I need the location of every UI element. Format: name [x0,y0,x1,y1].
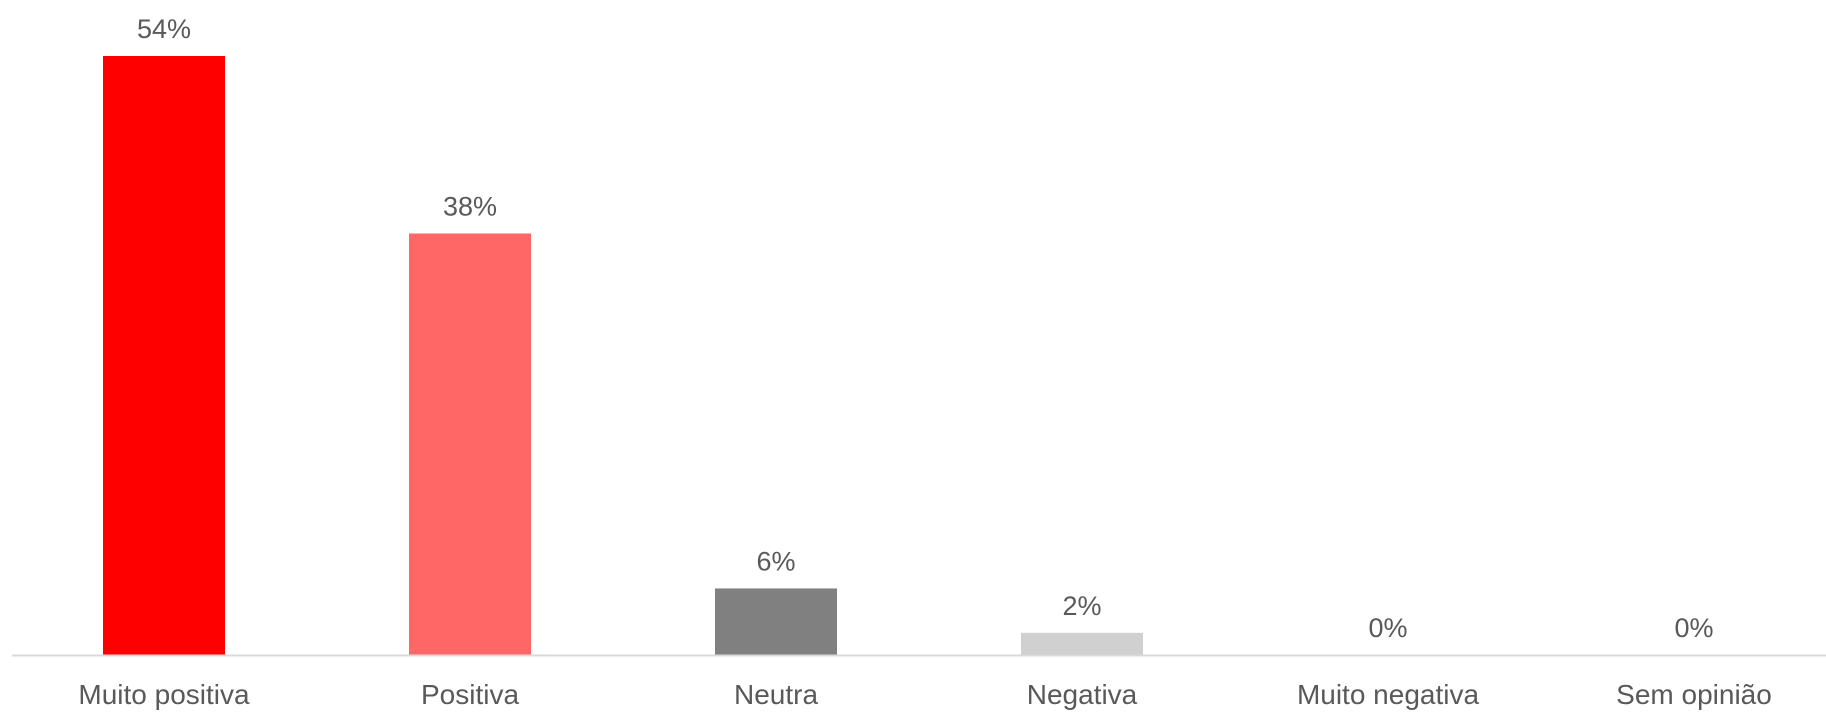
x-tick-label-neutra: Neutra [734,679,818,710]
bar-muito-positiva [103,56,225,655]
bar-neutra [715,588,837,655]
data-label-muito-positiva: 54% [137,14,191,44]
bar-negativa [1021,632,1143,655]
bars-group [103,56,1143,655]
data-label-positiva: 38% [443,191,497,221]
data-label-neutra: 6% [756,546,795,576]
bar-positiva [409,233,531,655]
data-label-sem-opiniao: 0% [1674,613,1713,643]
x-tick-label-muito-positiva: Muito positiva [78,679,250,710]
x-tick-label-positiva: Positiva [421,679,519,710]
x-tick-label-muito-negativa: Muito negativa [1297,679,1480,710]
x-tick-label-negativa: Negativa [1027,679,1138,710]
data-labels-group: 54% 38% 6% 2% 0% 0% [137,14,1714,643]
tick-labels-group: Muito positiva Positiva Neutra Negativa Muit… [78,679,1771,710]
data-label-negativa: 2% [1062,591,1101,621]
x-tick-label-sem-opiniao: Sem opinião [1616,679,1772,710]
data-label-muito-negativa: 0% [1368,613,1407,643]
